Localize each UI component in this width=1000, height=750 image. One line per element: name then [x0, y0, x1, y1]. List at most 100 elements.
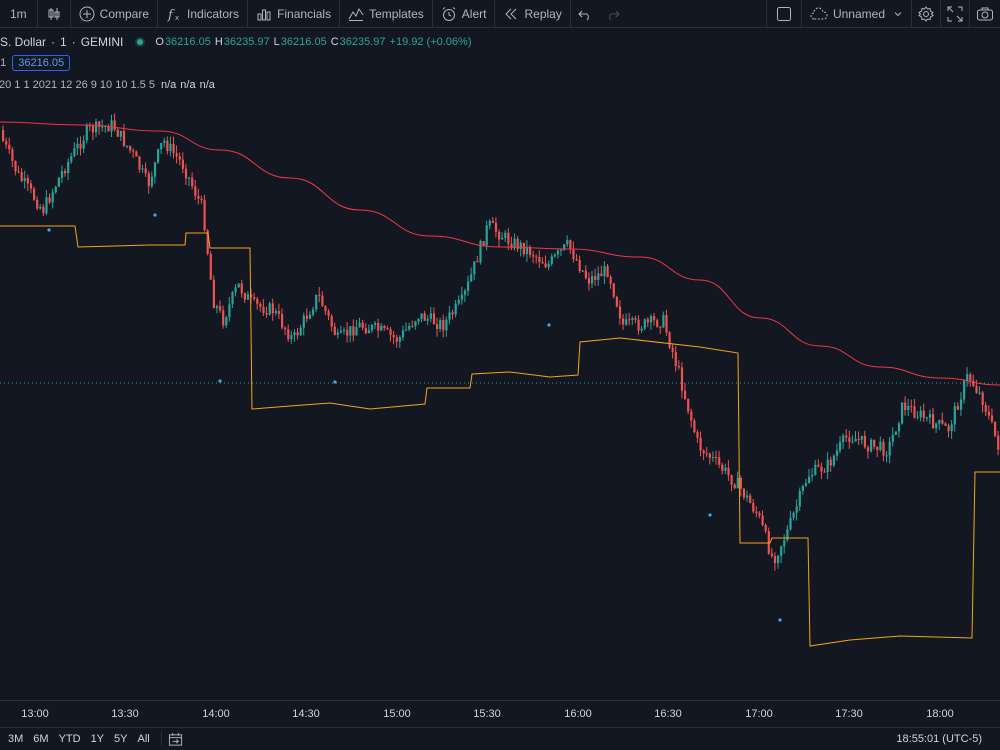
candle-body: [377, 323, 380, 331]
candle-body: [126, 145, 129, 147]
candle-body: [879, 441, 882, 451]
candle-body: [578, 259, 581, 272]
candle-body: [569, 240, 572, 250]
candle-body: [57, 177, 60, 187]
candle-body: [519, 242, 522, 249]
candle-body: [135, 151, 138, 157]
candle-body: [426, 318, 429, 321]
interval-button[interactable]: 1m: [0, 0, 38, 28]
candle-body: [612, 283, 615, 297]
undo-button[interactable]: [571, 0, 599, 28]
candle-body: [101, 126, 104, 128]
range-6m-button[interactable]: 6M: [33, 733, 49, 745]
clock-timezone[interactable]: 18:55:01 (UTC-5): [896, 733, 982, 745]
candle-body: [141, 168, 144, 170]
candle-body: [256, 298, 259, 304]
candle-body: [454, 303, 457, 315]
candle-body: [2, 130, 5, 142]
candle-body: [820, 466, 823, 472]
templates-button[interactable]: Templates: [340, 0, 433, 28]
alert-button[interactable]: Alert: [433, 0, 496, 28]
candle-body: [835, 450, 839, 456]
range-5y-button[interactable]: 5Y: [114, 733, 128, 745]
candle-body: [696, 432, 699, 438]
chart-pane[interactable]: [0, 100, 1000, 700]
candle-body: [470, 274, 473, 282]
candle-body: [823, 471, 826, 473]
candle-body: [873, 439, 876, 447]
snapshot-button[interactable]: [969, 0, 1000, 28]
candle-body: [566, 240, 569, 245]
candle-body: [370, 324, 374, 331]
range-1y-button[interactable]: 1Y: [90, 733, 105, 745]
layout-save-button[interactable]: Unnamed: [800, 0, 911, 28]
chart-type-button[interactable]: [38, 0, 71, 28]
time-axis[interactable]: 13:00 13:30 14:00 14:30 15:00 15:30 16:0…: [0, 700, 1000, 727]
candle-body: [550, 256, 553, 264]
time-tick-label: 17:00: [745, 708, 773, 720]
candle-body: [209, 253, 212, 280]
indicator-value: n/a: [180, 79, 196, 91]
candle-body: [138, 156, 141, 170]
replay-button[interactable]: Replay: [495, 0, 571, 28]
candle-body: [494, 222, 498, 232]
candle-body: [783, 540, 786, 547]
candle-body: [355, 327, 358, 336]
compare-button[interactable]: Compare: [71, 0, 159, 28]
candle-body: [653, 316, 656, 321]
range-ytd-button[interactable]: YTD: [58, 733, 81, 745]
candle-body: [448, 312, 451, 320]
candle-body: [984, 405, 987, 412]
time-tick-label: 15:00: [383, 708, 411, 720]
candle-body: [144, 168, 147, 174]
range-3m-button[interactable]: 3M: [8, 733, 24, 745]
candle-body: [978, 392, 981, 394]
compare-label: Compare: [99, 6, 150, 21]
candle-body: [253, 297, 256, 299]
candle-body: [150, 176, 153, 187]
symbol-name[interactable]: S. Dollar: [0, 35, 47, 49]
candle-body: [547, 263, 550, 268]
candle-body: [70, 156, 73, 162]
candle-body: [383, 325, 386, 329]
candle-body: [339, 330, 343, 333]
financials-button[interactable]: Financials: [248, 0, 341, 28]
fullscreen-toggle-button[interactable]: [765, 0, 801, 28]
candle-body: [690, 411, 693, 421]
candle-body: [364, 327, 367, 334]
candle-body: [467, 281, 470, 291]
candle-body: [575, 259, 578, 261]
date-range-icon[interactable]: [168, 732, 183, 747]
candle-body: [349, 326, 352, 336]
legend-separator: ·: [51, 35, 56, 49]
indicator-params[interactable]: 20 1 1 2021 12 26 9 10 10 1.5 5: [0, 79, 155, 91]
range-all-button[interactable]: All: [137, 733, 150, 745]
settings-button[interactable]: [911, 0, 940, 28]
candle-body: [591, 275, 594, 284]
candle-body: [622, 318, 625, 325]
fullscreen-button[interactable]: [940, 0, 969, 28]
candle-body: [563, 244, 566, 250]
price-legend: 61 36216.05: [0, 55, 71, 71]
candle-body: [380, 325, 383, 331]
candle-body: [23, 178, 26, 181]
candle-body: [522, 242, 525, 255]
candle-body: [606, 266, 609, 278]
candle-body: [346, 329, 349, 336]
redo-button[interactable]: [599, 0, 627, 28]
candle-body: [718, 457, 721, 465]
candle-body: [777, 555, 780, 564]
candle-body: [885, 455, 888, 457]
candle-body: [963, 381, 966, 400]
signal-marker: [153, 213, 157, 217]
candle-body: [386, 328, 389, 330]
market-status-icon[interactable]: [135, 37, 146, 47]
candle-body: [780, 546, 783, 556]
indicators-button[interactable]: f x Indicators: [158, 0, 249, 28]
last-price-box[interactable]: 36216.05: [12, 55, 71, 71]
candle-body: [417, 318, 420, 322]
candle-body: [271, 303, 274, 314]
candle-body: [324, 306, 327, 312]
candle-body: [507, 232, 510, 244]
candle-body: [882, 441, 885, 456]
